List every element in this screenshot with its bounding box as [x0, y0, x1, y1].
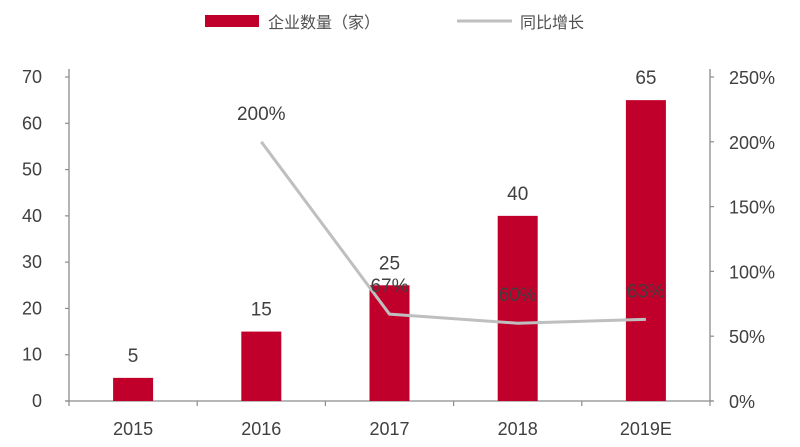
- bar-2016: [241, 331, 282, 401]
- left-axis-tick-label: 50: [22, 160, 42, 180]
- bar-value-label: 40: [507, 184, 528, 205]
- right-axis-tick-label: 200%: [729, 133, 775, 153]
- left-axis-tick-label: 20: [22, 298, 42, 318]
- left-axis-tick-label: 40: [22, 206, 42, 226]
- x-axis-category-label: 2015: [113, 419, 153, 439]
- growth-value-label: 200%: [237, 104, 286, 125]
- right-axis-tick-label: 150%: [729, 198, 775, 218]
- left-axis-tick-label: 30: [22, 252, 42, 272]
- right-axis-tick-label: 250%: [729, 68, 775, 88]
- bar-series: [113, 100, 666, 402]
- bar-2018: [497, 215, 538, 401]
- x-axis-category-label: 2019E: [620, 419, 672, 439]
- x-axis-category-label: 2016: [241, 419, 281, 439]
- bar-value-label: 5: [128, 346, 139, 367]
- left-axis-tick-label: 0: [32, 391, 42, 411]
- x-axis-category-label: 2017: [369, 419, 409, 439]
- right-axis-tick-label: 50%: [729, 327, 765, 347]
- legend-bar-swatch: [205, 15, 259, 27]
- right-axis-tick-label: 0%: [729, 392, 755, 412]
- legend: 企业数量（家） 同比增长: [205, 13, 584, 32]
- bar-value-label: 15: [251, 300, 272, 321]
- x-axis-category-label: 2018: [498, 419, 538, 439]
- left-axis-tick-label: 70: [22, 67, 42, 87]
- bar-value-label: 25: [379, 253, 400, 274]
- line-series: [260, 140, 646, 325]
- axes: 0 10 20 30 40 50 60 70 0% 50% 100% 150% 200% 250% 2015…: [22, 67, 775, 439]
- legend-label-bar: 企业数量（家）: [268, 13, 380, 32]
- bar-2015: [113, 377, 154, 401]
- legend-label-line: 同比增长: [520, 13, 584, 32]
- bar-2017: [369, 285, 410, 401]
- left-axis-tick-label: 10: [22, 345, 42, 365]
- right-axis-tick-label: 100%: [729, 262, 775, 282]
- growth-value-label: 60%: [499, 285, 537, 306]
- growth-value-label: 67%: [370, 276, 408, 297]
- growth-line: [260, 140, 646, 325]
- bar-2019E: [625, 100, 666, 402]
- growth-value-label: 63%: [627, 281, 665, 302]
- data-labels: 5 15 25 40 65 200% 67% 60% 63%: [128, 68, 665, 367]
- bar-value-label: 65: [635, 68, 656, 89]
- left-axis-tick-label: 60: [22, 113, 42, 133]
